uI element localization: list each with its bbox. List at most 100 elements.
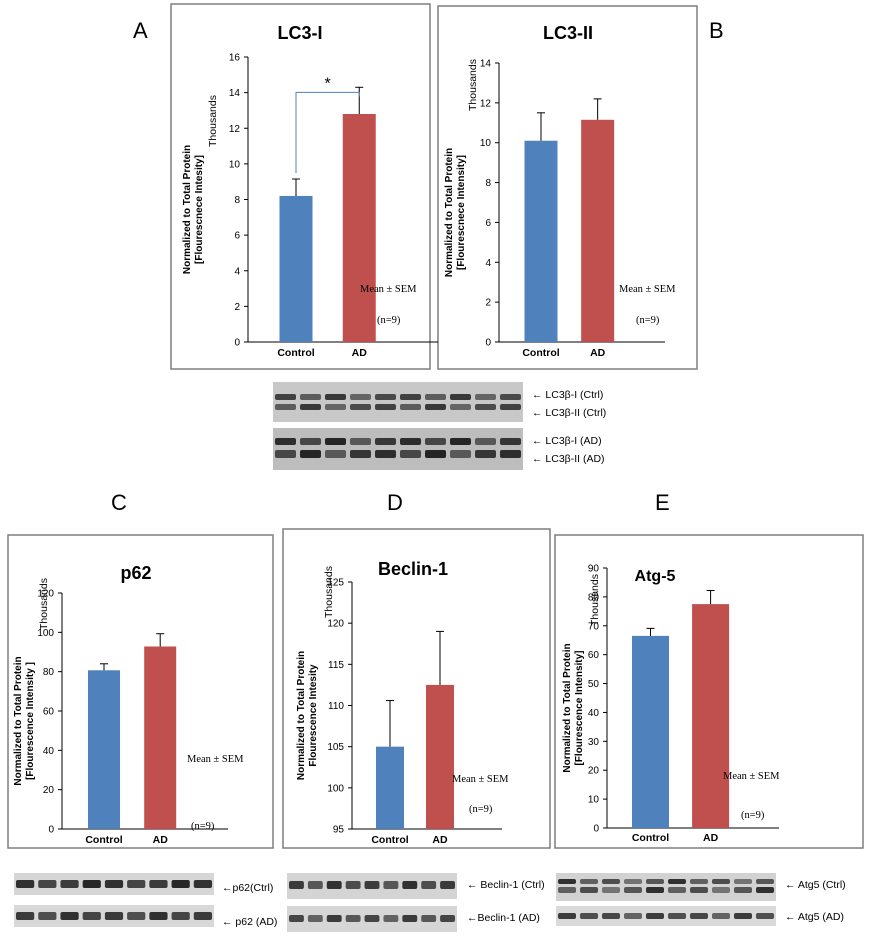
- blot-band: [375, 404, 396, 410]
- blot-band: [193, 880, 212, 888]
- y-axis-title: [Flourescnece Intensity]: [456, 155, 467, 270]
- blot-band: [149, 880, 168, 888]
- chart-title: LC3-I: [278, 23, 323, 43]
- y-tick-label: 115: [328, 660, 344, 671]
- blot-band: [375, 394, 396, 400]
- y-tick-label: 40: [43, 746, 55, 757]
- n-note-e: (n=9): [741, 810, 765, 821]
- y-units-label: Thousands: [207, 95, 219, 147]
- chart-lc3-ii: LC3-II 0 2 4 6 8 10 12 14 Control AD Normalized to …: [444, 23, 665, 359]
- y-tick-label: 6: [485, 218, 491, 229]
- y-axis-title: Normalized to Total Protein: [562, 643, 573, 772]
- significance-bracket: [295, 91, 360, 174]
- blot-band: [350, 450, 371, 458]
- blot-band: [307, 915, 323, 922]
- blot-band: [350, 394, 371, 400]
- blot-band: [558, 913, 576, 919]
- mean-sem-note-a: Mean ± SEM: [360, 284, 417, 295]
- bar-ad: [692, 604, 730, 828]
- blot-band: [580, 887, 598, 893]
- blot-band: [646, 887, 664, 893]
- y-tick-label: 20: [43, 785, 55, 796]
- blot-band: [580, 879, 598, 884]
- blot-band: [325, 394, 346, 400]
- y-tick-label: 100: [37, 628, 54, 639]
- blot-band: [668, 879, 686, 884]
- y-axis-title: Normalized to Total Protein: [182, 145, 193, 274]
- blot-band: [275, 450, 296, 458]
- panel-frame-e: [554, 534, 864, 849]
- significance-marker: *: [325, 75, 331, 92]
- blot-background: [556, 906, 776, 926]
- blot-band: [402, 915, 418, 922]
- y-tick-label: 70: [588, 621, 600, 632]
- blot-label-beclin-ad: ←Beclin-1 (AD): [467, 912, 540, 924]
- y-tick-label: 110: [328, 701, 344, 712]
- x-category-label: Control: [371, 834, 408, 846]
- blot-band: [400, 438, 421, 445]
- y-tick-label: 16: [229, 53, 241, 64]
- blot-band: [558, 887, 576, 893]
- chart-lc3-i: LC3-I 0 2 4 6 8 10 12 14 16 Control AD * Normalized t…: [182, 23, 438, 359]
- blot-band: [350, 404, 371, 410]
- y-tick-label: 6: [234, 231, 240, 242]
- y-tick-label: 14: [229, 88, 241, 99]
- blot-label-p62-ad: ← p62 (AD): [222, 916, 277, 928]
- blot-band: [345, 881, 361, 889]
- blot-band: [602, 887, 620, 893]
- blot-band: [646, 913, 664, 919]
- blot-background: [273, 428, 523, 470]
- blot-band: [171, 880, 190, 888]
- blot-band: [289, 915, 304, 922]
- blot-band: [668, 887, 686, 893]
- chart-atg-5: Atg-5 0 10 20 30 40 50 60 70 80 90 Control AD Normali…: [562, 564, 779, 844]
- blot-band: [475, 450, 496, 458]
- y-tick-label: 10: [229, 159, 241, 170]
- chart-p62: p62 0 20 40 60 80 100 120 Control AD Normalized to…: [13, 563, 228, 846]
- y-tick-label: 100: [327, 783, 344, 794]
- panel-frame-b: [437, 5, 698, 370]
- chart-beclin-1: Beclin-1 95 100 105 110 115 120 125 Control AD Nor…: [296, 559, 502, 846]
- blot-image-p62-ctrl: [14, 873, 214, 895]
- blot-band: [383, 915, 399, 922]
- blot-label-p62-ctrl: ←p62(Ctrl): [222, 882, 273, 894]
- blot-band: [383, 881, 399, 889]
- blot-image-p62-ad: [14, 905, 214, 927]
- mean-sem-note-b: Mean ± SEM: [619, 284, 676, 295]
- y-tick-label: 20: [588, 766, 600, 777]
- blot-band: [82, 880, 101, 888]
- blot-image-beclin-ctrl: [287, 873, 457, 899]
- blot-band: [350, 438, 371, 445]
- blot-band: [364, 915, 380, 922]
- blot-band: [325, 438, 346, 445]
- blot-band: [38, 912, 57, 920]
- blot-band: [421, 881, 437, 889]
- x-category-label: AD: [153, 834, 169, 846]
- mean-sem-note-c: Mean ± SEM: [187, 754, 244, 765]
- blot-band: [104, 912, 124, 920]
- blot-band: [300, 450, 321, 458]
- panel-letter-d: D: [387, 490, 403, 515]
- y-tick-label: 95: [333, 825, 345, 836]
- blot-band: [580, 913, 598, 919]
- x-category-label: AD: [590, 347, 606, 359]
- y-tick-label: 50: [588, 679, 600, 690]
- blot-band: [16, 880, 35, 888]
- y-units-label: Thousands: [467, 59, 479, 111]
- blot-band: [690, 913, 708, 919]
- blot-band: [440, 915, 455, 922]
- blot-band: [364, 881, 380, 889]
- blot-band: [690, 879, 708, 884]
- blot-band: [421, 915, 437, 922]
- y-tick-label: 80: [588, 592, 600, 603]
- chart-title: Atg-5: [635, 568, 676, 585]
- mean-sem-note-e: Mean ± SEM: [723, 771, 780, 782]
- blot-band: [602, 913, 620, 919]
- chart-title: LC3-II: [543, 23, 593, 43]
- bar-control: [279, 195, 313, 342]
- y-tick-label: 125: [327, 578, 344, 589]
- blot-band: [275, 394, 296, 400]
- y-tick-label: 120: [327, 619, 344, 630]
- bar-control: [88, 670, 120, 829]
- blot-band: [16, 912, 35, 920]
